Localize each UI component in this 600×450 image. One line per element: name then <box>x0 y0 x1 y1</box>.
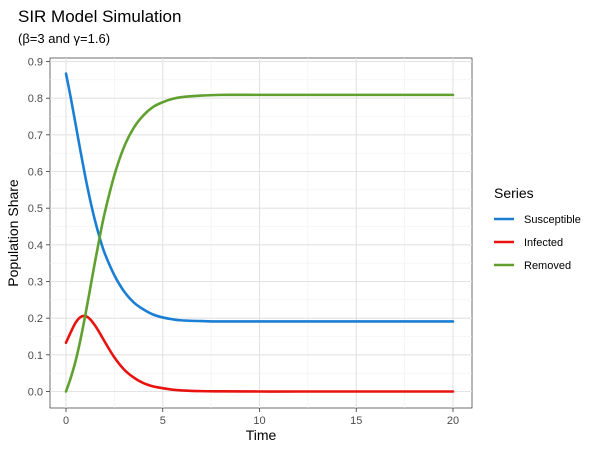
x-tick-label: 0 <box>63 415 69 427</box>
y-tick-label: 0.5 <box>28 203 43 215</box>
legend-title: Series <box>494 185 534 201</box>
x-axis-title: Time <box>246 427 277 443</box>
y-axis-title: Population Share <box>5 179 21 287</box>
y-tick-label: 0.4 <box>28 240 43 252</box>
legend-label: Susceptible <box>524 214 581 226</box>
chart-subtitle: (β=3 and γ=1.6) <box>18 31 110 46</box>
x-tick-label: 10 <box>253 415 265 427</box>
series-line-removed <box>64 93 455 393</box>
series-line-susceptible <box>64 72 455 323</box>
y-tick-label: 0.7 <box>28 130 43 142</box>
y-tick-label: 0.2 <box>28 313 43 325</box>
legend-label: Infected <box>524 237 563 249</box>
legend-item-removed: Removed <box>494 260 571 272</box>
y-tick-label: 0.3 <box>28 277 43 289</box>
axis-ticks: 0 5 10 15 20 0.0 0.1 0.2 0.3 0.4 0.5 0.6 0.7 0.8 0.9 <box>28 57 459 428</box>
legend-item-susceptible: Susceptible <box>494 214 581 226</box>
chart-title: SIR Model Simulation <box>18 7 181 26</box>
x-tick-label: 15 <box>350 415 362 427</box>
y-tick-label: 0.8 <box>28 93 43 105</box>
legend: Series Susceptible Infected Removed <box>494 185 581 272</box>
y-tick-label: 0.6 <box>28 167 43 179</box>
y-tick-label: 0.0 <box>28 387 43 399</box>
x-tick-label: 5 <box>160 415 166 427</box>
legend-label: Removed <box>524 260 571 272</box>
x-tick-label: 20 <box>447 415 459 427</box>
legend-items: Susceptible Infected Removed <box>494 214 581 272</box>
legend-item-infected: Infected <box>494 237 563 249</box>
y-tick-label: 0.9 <box>28 57 43 69</box>
y-tick-label: 0.1 <box>28 350 43 362</box>
series-lines <box>64 72 455 393</box>
